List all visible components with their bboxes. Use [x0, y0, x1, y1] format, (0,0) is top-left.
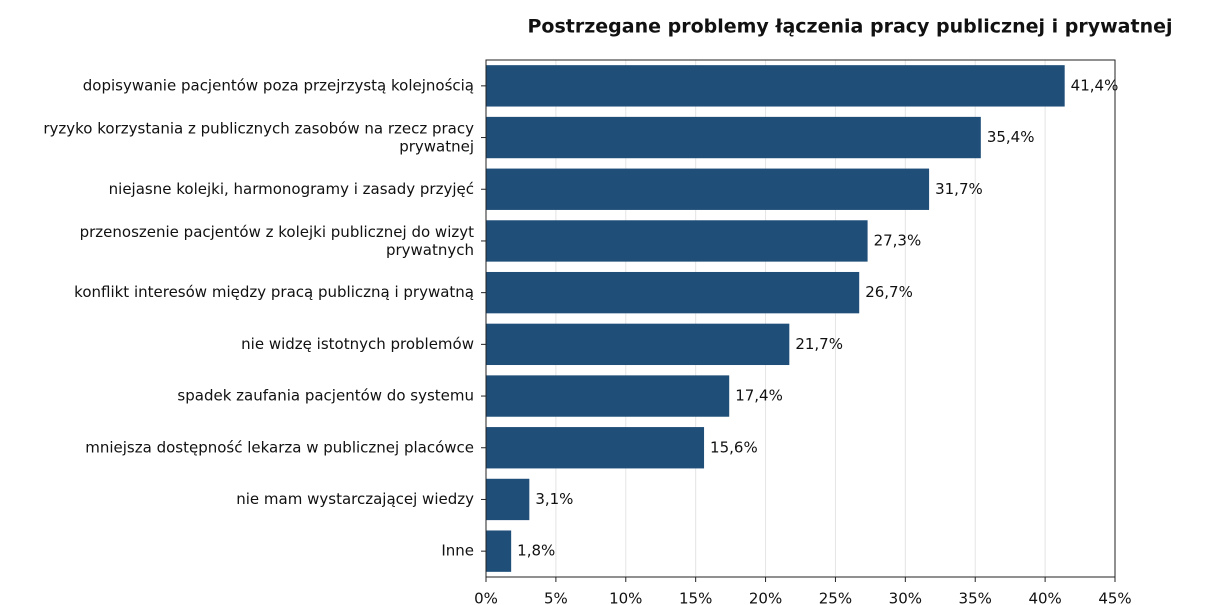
y-tick-label: niejasne kolejki, harmonogramy i zasady … [109, 180, 474, 198]
x-tick-label: 5% [544, 590, 568, 605]
y-tick-label: przenoszenie pacjentów z kolejki publicz… [80, 222, 475, 258]
chart-title: Postrzegane problemy łączenia pracy publ… [527, 16, 1172, 38]
x-tick-label: 20% [749, 590, 782, 605]
value-label: 17,4% [735, 387, 783, 405]
value-label: 41,4% [1071, 76, 1119, 94]
x-tick-label: 0% [474, 590, 498, 605]
x-tick-label: 40% [1028, 590, 1061, 605]
y-tick-label: Inne [441, 542, 474, 560]
y-tick-label: spadek zaufania pacjentów do systemu [177, 387, 474, 405]
y-tick-label: ryzyko korzystania z publicznych zasobów… [43, 119, 474, 155]
bar [486, 116, 981, 159]
y-tick-label: nie widzę istotnych problemów [241, 335, 474, 353]
value-label: 31,7% [935, 180, 983, 198]
bar [486, 168, 930, 210]
y-tick-label: dopisywanie pacjentów poza przejrzystą k… [83, 76, 474, 94]
y-tick-label: nie mam wystarczającej wiedzy [236, 490, 474, 508]
bar [486, 65, 1065, 107]
x-tick-label: 10% [609, 590, 642, 605]
x-tick-label: 30% [889, 590, 922, 605]
x-tick-label: 35% [959, 590, 992, 605]
value-label: 26,7% [865, 283, 913, 301]
value-label: 3,1% [535, 490, 573, 508]
x-tick-label: 15% [679, 590, 712, 605]
value-label: 1,8% [517, 542, 555, 560]
x-tick-label: 25% [819, 590, 852, 605]
bar [486, 220, 868, 262]
bar [486, 323, 790, 366]
value-label: 35,4% [987, 128, 1035, 146]
bar [486, 427, 705, 469]
value-label: 21,7% [795, 335, 843, 353]
y-tick-label: konflikt interesów między pracą publiczn… [74, 283, 474, 301]
bar [486, 375, 730, 417]
bar [486, 271, 860, 314]
bar [486, 530, 512, 572]
value-label: 27,3% [874, 231, 922, 249]
bar [486, 478, 530, 521]
y-tick-label: mniejsza dostępność lekarza w publicznej… [85, 438, 474, 456]
value-label: 15,6% [710, 438, 758, 456]
x-tick-label: 45% [1098, 590, 1131, 605]
plot-frame [485, 59, 1116, 578]
